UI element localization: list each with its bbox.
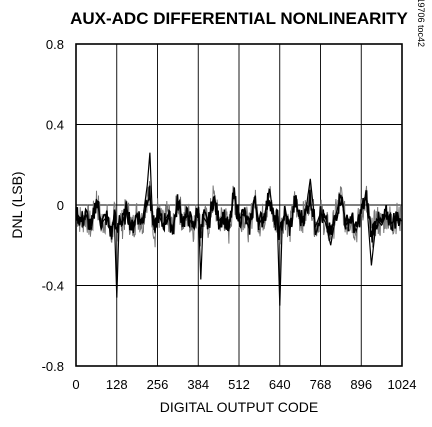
x-axis-title: DIGITAL OUTPUT CODE	[160, 399, 318, 415]
y-tick-labels: 0.8 0.4 0 -0.4 -0.8	[42, 37, 64, 374]
x-tick-label: 1024	[388, 377, 417, 392]
y-tick-label: 0.8	[46, 37, 64, 52]
chart-title: AUX-ADC DIFFERENTIAL NONLINEARITY	[70, 9, 408, 28]
dnl-series	[75, 152, 403, 306]
x-tick-label: 256	[147, 377, 169, 392]
dnl-series-line	[75, 152, 403, 306]
x-tick-label: 512	[228, 377, 250, 392]
x-tick-labels: 0 128 256 384 512 640 768 896 1024	[72, 377, 416, 392]
y-tick-label: -0.8	[42, 359, 64, 374]
y-tick-label: 0.4	[46, 118, 64, 133]
watermark-annotation: MAX19706 toc42	[416, 0, 426, 47]
y-tick-label: 0	[57, 198, 64, 213]
x-tick-label: 896	[350, 377, 372, 392]
y-axis-title: DNL (LSB)	[9, 171, 25, 238]
x-tick-label: 128	[106, 377, 128, 392]
x-tick-label: 640	[269, 377, 291, 392]
x-tick-label: 0	[72, 377, 79, 392]
x-tick-label: 384	[187, 377, 209, 392]
plot-frame	[75, 43, 403, 367]
y-tick-label: -0.4	[42, 279, 64, 294]
x-tick-label: 768	[310, 377, 332, 392]
